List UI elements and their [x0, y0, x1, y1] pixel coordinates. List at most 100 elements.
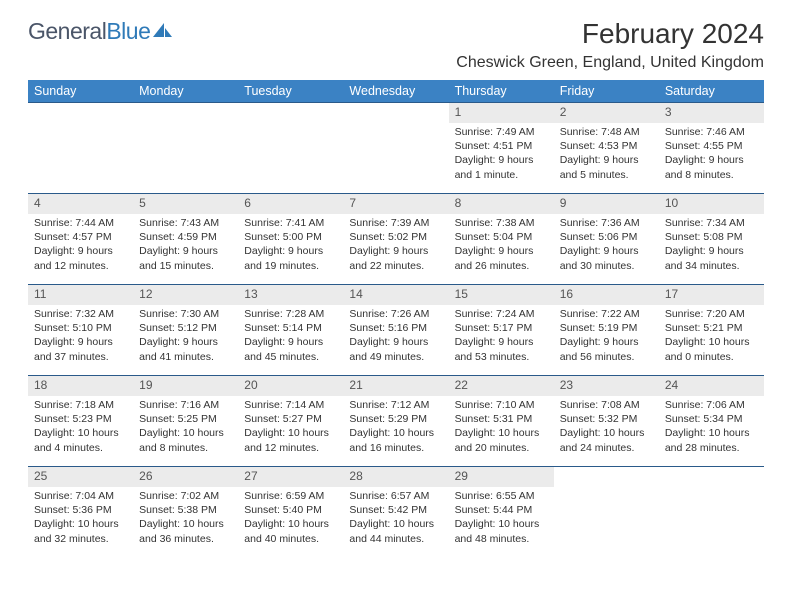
daylight-line: Daylight: 9 hours and 26 minutes. [455, 245, 534, 271]
sunrise-line: Sunrise: 7:06 AM [665, 399, 745, 411]
day-info-cell: Sunrise: 7:30 AM Sunset: 5:12 PM Daylight:… [133, 305, 238, 376]
sunset-line: Sunset: 5:36 PM [34, 504, 112, 516]
sunset-line: Sunset: 5:04 PM [455, 231, 533, 243]
day-info-cell [238, 123, 343, 194]
day-number-row: 11121314151617 [28, 285, 764, 306]
day-info-cell [28, 123, 133, 194]
day-number-cell: 23 [554, 376, 659, 397]
sunrise-line: Sunrise: 7:16 AM [139, 399, 219, 411]
sunset-line: Sunset: 5:06 PM [560, 231, 638, 243]
sunrise-line: Sunrise: 6:55 AM [455, 490, 535, 502]
sunset-line: Sunset: 5:14 PM [244, 322, 322, 334]
weekday-header-row: SundayMondayTuesdayWednesdayThursdayFrid… [28, 80, 764, 103]
day-info-row: Sunrise: 7:49 AM Sunset: 4:51 PM Daylight:… [28, 123, 764, 194]
day-info-cell [659, 487, 764, 557]
day-info-row: Sunrise: 7:18 AMSunset: 5:23 PMDaylight:… [28, 396, 764, 467]
day-number-row: 45678910 [28, 194, 764, 215]
weekday-header: Sunday [28, 80, 133, 103]
day-number-cell [659, 467, 764, 488]
daylight-line: Daylight: 10 hours and 32 minutes. [34, 518, 119, 544]
sunrise-line: Sunrise: 7:41 AM [244, 217, 324, 229]
sunset-line: Sunset: 4:59 PM [139, 231, 217, 243]
day-info-cell: Sunrise: 7:06 AMSunset: 5:34 PMDaylight:… [659, 396, 764, 467]
day-number-cell: 3 [659, 103, 764, 124]
sunrise-line: Sunrise: 7:22 AM [560, 308, 640, 320]
day-number-row: 18192021222324 [28, 376, 764, 397]
day-number-row: 2526272829 [28, 467, 764, 488]
daylight-line: Daylight: 9 hours and 53 minutes. [455, 336, 534, 362]
day-info-cell: Sunrise: 7:32 AMSunset: 5:10 PMDaylight:… [28, 305, 133, 376]
day-number-cell: 28 [343, 467, 448, 488]
sunrise-line: Sunrise: 7:30 AM [139, 308, 219, 320]
day-number-row: 123 [28, 103, 764, 124]
sunrise-line: Sunrise: 7:44 AM [34, 217, 114, 229]
daylight-line: Daylight: 10 hours and 12 minutes. [244, 427, 329, 453]
logo-text-1: General [28, 18, 106, 45]
day-info-cell: Sunrise: 7:39 AMSunset: 5:02 PMDaylight:… [343, 214, 448, 285]
day-number-cell: 2 [554, 103, 659, 124]
daylight-line: Daylight: 9 hours and 15 minutes. [139, 245, 218, 271]
daylight-line: Daylight: 10 hours and 0 minutes. [665, 336, 750, 362]
day-info-cell: Sunrise: 7:08 AMSunset: 5:32 PMDaylight:… [554, 396, 659, 467]
day-info-cell: Sunrise: 7:34 AMSunset: 5:08 PMDaylight:… [659, 214, 764, 285]
sunset-line: Sunset: 5:40 PM [244, 504, 322, 516]
sunrise-line: Sunrise: 7:20 AM [665, 308, 745, 320]
day-number-cell: 8 [449, 194, 554, 215]
day-number-cell [28, 103, 133, 124]
daylight-line: Daylight: 9 hours and 41 minutes. [139, 336, 218, 362]
daylight-line: Daylight: 9 hours and 5 minutes. [560, 154, 639, 180]
day-number-cell: 20 [238, 376, 343, 397]
day-number-cell: 14 [343, 285, 448, 306]
day-info-cell: Sunrise: 7:04 AM Sunset: 5:36 PM Daylight:… [28, 487, 133, 557]
daylight-line: Daylight: 10 hours and 36 minutes. [139, 518, 224, 544]
sunset-line: Sunset: 5:19 PM [560, 322, 638, 334]
month-title: February 2024 [456, 18, 764, 50]
sunset-line: Sunset: 5:44 PM [455, 504, 533, 516]
weekday-header: Tuesday [238, 80, 343, 103]
day-number-cell: 7 [343, 194, 448, 215]
day-number-cell: 24 [659, 376, 764, 397]
sunrise-line: Sunrise: 7:49 AM [455, 126, 535, 138]
daylight-line: Daylight: 9 hours and 12 minutes. [34, 245, 113, 271]
sunset-line: Sunset: 5:02 PM [349, 231, 427, 243]
day-number-cell [133, 103, 238, 124]
sunrise-line: Sunrise: 7:08 AM [560, 399, 640, 411]
daylight-line: Daylight: 9 hours and 34 minutes. [665, 245, 744, 271]
sunrise-line: Sunrise: 7:10 AM [455, 399, 535, 411]
day-number-cell: 21 [343, 376, 448, 397]
day-info-cell [133, 123, 238, 194]
day-number-cell: 13 [238, 285, 343, 306]
sunrise-line: Sunrise: 7:43 AM [139, 217, 219, 229]
day-info-row: Sunrise: 7:44 AMSunset: 4:57 PMDaylight:… [28, 214, 764, 285]
sunrise-line: Sunrise: 7:39 AM [349, 217, 429, 229]
sunrise-line: Sunrise: 7:32 AM [34, 308, 114, 320]
location: Cheswick Green, England, United Kingdom [456, 54, 764, 72]
day-info-cell: Sunrise: 7:43 AM Sunset: 4:59 PM Daylight:… [133, 214, 238, 285]
day-number-cell: 5 [133, 194, 238, 215]
day-info-cell: Sunrise: 6:55 AMSunset: 5:44 PMDaylight:… [449, 487, 554, 557]
sunset-line: Sunset: 4:55 PM [665, 140, 743, 152]
day-info-cell: Sunrise: 7:44 AMSunset: 4:57 PMDaylight:… [28, 214, 133, 285]
day-number-cell: 22 [449, 376, 554, 397]
daylight-line: Daylight: 10 hours and 4 minutes. [34, 427, 119, 453]
weekday-header: Wednesday [343, 80, 448, 103]
sunrise-line: Sunrise: 7:38 AM [455, 217, 535, 229]
daylight-line: Daylight: 9 hours and 1 minute. [455, 154, 534, 180]
day-info-cell: Sunrise: 7:41 AMSunset: 5:00 PMDaylight:… [238, 214, 343, 285]
day-info-cell: Sunrise: 7:26 AMSunset: 5:16 PMDaylight:… [343, 305, 448, 376]
sunset-line: Sunset: 5:27 PM [244, 413, 322, 425]
day-info-cell: Sunrise: 7:12 AMSunset: 5:29 PMDaylight:… [343, 396, 448, 467]
sunset-line: Sunset: 4:53 PM [560, 140, 638, 152]
day-info-cell [554, 487, 659, 557]
daylight-line: Daylight: 10 hours and 20 minutes. [455, 427, 540, 453]
day-info-cell: Sunrise: 7:36 AMSunset: 5:06 PMDaylight:… [554, 214, 659, 285]
daylight-line: Daylight: 9 hours and 56 minutes. [560, 336, 639, 362]
daylight-line: Daylight: 10 hours and 28 minutes. [665, 427, 750, 453]
day-info-cell: Sunrise: 7:48 AMSunset: 4:53 PMDaylight:… [554, 123, 659, 194]
sunrise-line: Sunrise: 7:34 AM [665, 217, 745, 229]
sunset-line: Sunset: 4:51 PM [455, 140, 533, 152]
sunset-line: Sunset: 5:32 PM [560, 413, 638, 425]
sunset-line: Sunset: 5:12 PM [139, 322, 217, 334]
daylight-line: Daylight: 10 hours and 40 minutes. [244, 518, 329, 544]
sunrise-line: Sunrise: 7:04 AM [34, 490, 114, 502]
